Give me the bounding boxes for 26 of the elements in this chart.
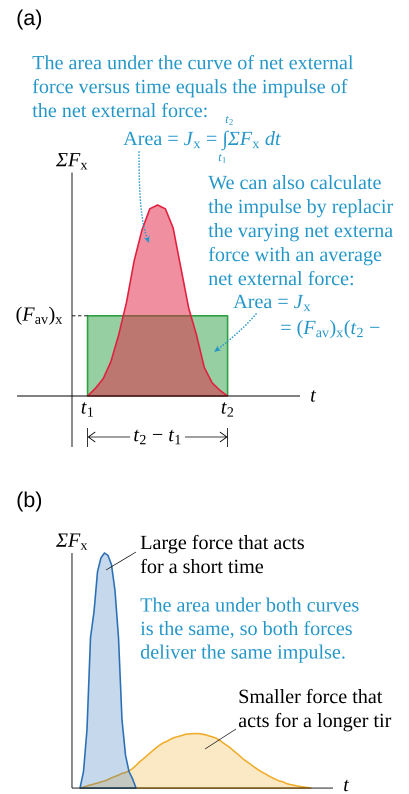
annotation: force with an average <box>208 246 382 266</box>
x-axis-title: t <box>311 390 316 402</box>
annotation: for a short time <box>140 558 264 574</box>
annotation: The area under both curves <box>140 598 359 612</box>
annotation: the impulse by replacir <box>208 199 394 218</box>
annotation: the varying net externa <box>208 223 393 242</box>
annotation: acts for a longer tir <box>238 712 392 732</box>
text: = (F$_{av}$)$_{x}$(t$_{2}$ − <box>281 320 380 338</box>
text: t$_{1}$ <box>218 154 226 163</box>
text: We can also calculate <box>208 175 381 190</box>
ref-line-label: (F$_{av}$)$_{x}$ <box>16 306 62 325</box>
annotation: Smaller force that <box>240 688 382 704</box>
chart-title: (b) <box>18 491 42 512</box>
text: t$_{2}$ <box>226 116 233 125</box>
annotation: net external force: <box>208 270 353 286</box>
chart-title: (a) <box>18 9 42 30</box>
annotation: is the same, so both forces <box>140 620 352 638</box>
annotation: deliver the same impulse. <box>140 644 345 663</box>
y-axis-title: ΣF$_{x}$ <box>56 534 88 550</box>
y-axis-title: ΣF$_{x}$ <box>56 153 88 170</box>
text: t$_{2}$ − t$_{1}$ <box>134 430 180 444</box>
annotation: Large force that acts <box>140 534 304 554</box>
x-axis-title: t <box>344 780 350 792</box>
chart-subtitle: The area under the curve of net external force versus time equals the impulse of the net external force: <box>32 55 354 118</box>
text: Area = J$_{x}$ <box>233 294 310 312</box>
text: Area = J$_{x}$ = ∫ΣF$_{x}$ dt <box>123 130 281 150</box>
